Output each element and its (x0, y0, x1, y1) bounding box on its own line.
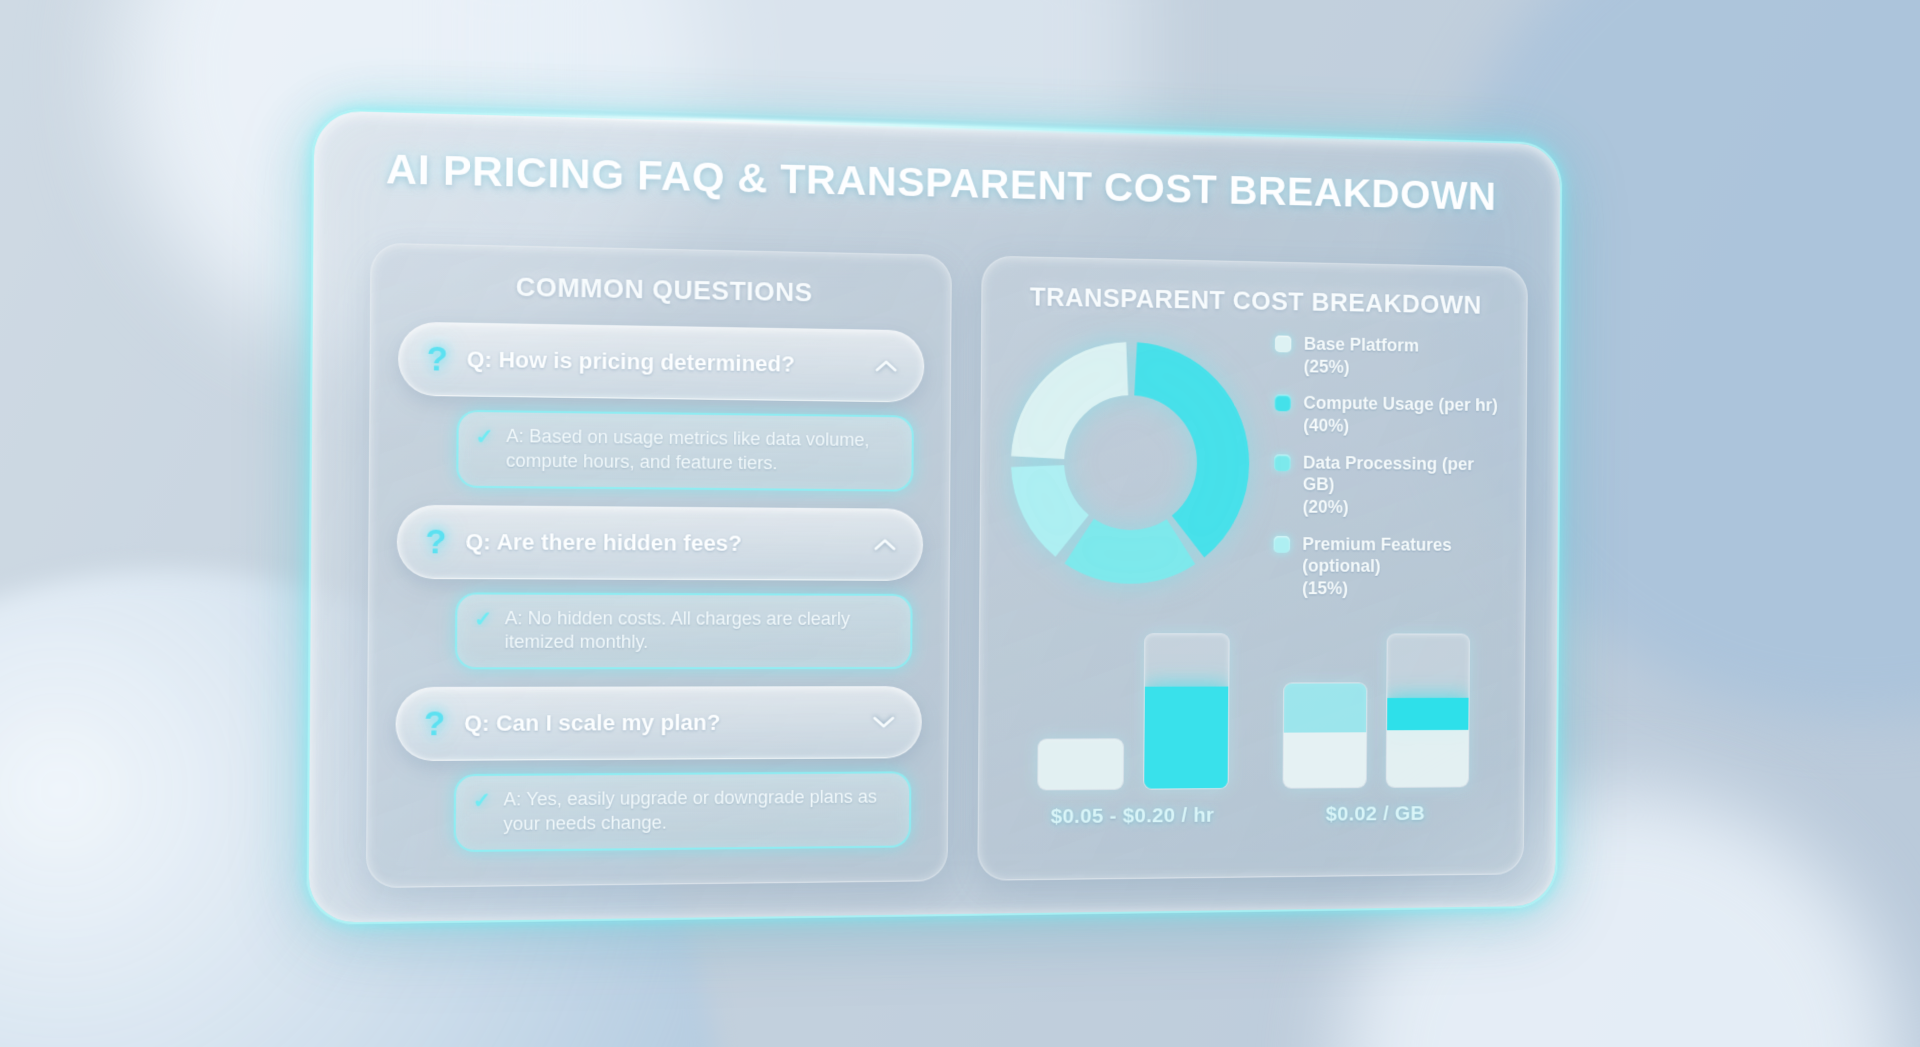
chevron-up-icon (875, 360, 897, 372)
check-icon: ✓ (473, 607, 493, 631)
bar-compute-low (1036, 737, 1124, 791)
legend-percent: (20%) (1302, 496, 1349, 517)
donut-legend: Base Platform (25%) Compute Usage (per h… (1273, 329, 1502, 601)
faq-answer-text: A: Yes, easily upgrade or downgrade plan… (503, 786, 878, 834)
bar-group-compute: $0.05 - $0.20 / hr (1036, 632, 1230, 829)
bar-charts: $0.05 - $0.20 / hr $0.02 / GB (1004, 632, 1500, 829)
faq-heading: COMMON QUESTIONS (515, 271, 813, 308)
faq-item: ? Q: Can I scale my plan? ✓ A: Yes, easi… (395, 686, 922, 852)
bar-segment (1386, 634, 1469, 699)
check-icon: ✓ (475, 425, 494, 450)
faq-item: ? Q: How is pricing determined? ✓ A: Bas… (397, 321, 925, 492)
legend-label: Base Platform (1303, 333, 1420, 356)
legend-item-compute: Compute Usage (per hr) (40%) (1274, 392, 1501, 439)
legend-label: Premium Features (optional) (1302, 533, 1452, 577)
faq-answer-2: ✓ A: No hidden costs. All charges are cl… (454, 591, 913, 670)
bar-segment (1144, 633, 1229, 687)
legend-swatch (1274, 394, 1291, 412)
bar-data-low (1282, 682, 1367, 789)
breakdown-panel: TRANSPARENT COST BREAKDOWN (977, 256, 1528, 881)
legend-item-data: Data Processing (per GB) (20%) (1274, 451, 1501, 520)
legend-swatch (1274, 335, 1292, 353)
faq-question-3[interactable]: ? Q: Can I scale my plan? (395, 686, 922, 762)
faq-item: ? Q: Are there hidden fees? ✓ A: No hidd… (396, 504, 924, 670)
chevron-down-icon (873, 716, 895, 728)
faq-answer-text: A: No hidden costs. All charges are clea… (504, 607, 851, 653)
bar-segment (1386, 729, 1468, 787)
bar-compute-high (1142, 632, 1230, 790)
legend-item-premium: Premium Features (optional) (15%) (1273, 533, 1500, 601)
legend-percent: (40%) (1303, 415, 1350, 436)
donut-row: Base Platform (25%) Compute Usage (per h… (1006, 324, 1502, 600)
faq-question-text: Q: Are there hidden fees? (465, 528, 743, 556)
question-mark-icon: ? (423, 704, 446, 743)
legend-percent: (15%) (1302, 578, 1349, 599)
bar-segment (1143, 686, 1228, 789)
legend-label: Compute Usage (per hr) (1303, 393, 1498, 416)
bars (1282, 633, 1470, 789)
donut-chart (1006, 336, 1254, 588)
faq-panel: COMMON QUESTIONS ? Q: How is pricing det… (365, 242, 952, 889)
faq-answer-text: A: Based on usage metrics like data volu… (506, 425, 870, 474)
faq-list: ? Q: How is pricing determined? ✓ A: Bas… (395, 321, 925, 853)
bar-segment (1386, 698, 1469, 731)
faq-answer-3: ✓ A: Yes, easily upgrade or downgrade pl… (453, 771, 912, 852)
faq-question-2[interactable]: ? Q: Are there hidden fees? (396, 504, 924, 581)
bars (1036, 632, 1230, 791)
bar-segment (1283, 731, 1366, 788)
faq-question-text: Q: Can I scale my plan? (463, 709, 721, 737)
bar-group-data: $0.02 / GB (1282, 633, 1470, 827)
question-mark-icon: ? (425, 521, 447, 561)
question-mark-icon: ? (426, 339, 448, 378)
bar-data-high (1385, 633, 1470, 788)
legend-swatch (1273, 535, 1291, 553)
bar-segment (1037, 738, 1123, 790)
faq-question-text: Q: How is pricing determined? (466, 346, 795, 377)
bar-group-label: $0.05 - $0.20 / hr (1050, 803, 1215, 828)
panels-row: COMMON QUESTIONS ? Q: How is pricing det… (365, 242, 1528, 889)
legend-item-base: Base Platform (25%) (1274, 333, 1502, 381)
breakdown-heading: TRANSPARENT COST BREAKDOWN (1029, 281, 1482, 320)
chevron-up-icon (874, 538, 896, 550)
check-icon: ✓ (472, 789, 492, 813)
legend-label: Data Processing (per GB) (1302, 452, 1475, 495)
legend-swatch (1274, 454, 1291, 471)
bar-group-label: $0.02 / GB (1325, 801, 1426, 826)
pricing-card: AI PRICING FAQ & TRANSPARENT COST BREAKD… (306, 108, 1563, 925)
bar-segment (1283, 683, 1366, 733)
faq-answer-1: ✓ A: Based on usage metrics like data vo… (456, 409, 914, 492)
page-title: AI PRICING FAQ & TRANSPARENT COST BREAKD… (385, 145, 1497, 219)
faq-question-1[interactable]: ? Q: How is pricing determined? (397, 321, 925, 403)
legend-percent: (25%) (1303, 356, 1350, 377)
